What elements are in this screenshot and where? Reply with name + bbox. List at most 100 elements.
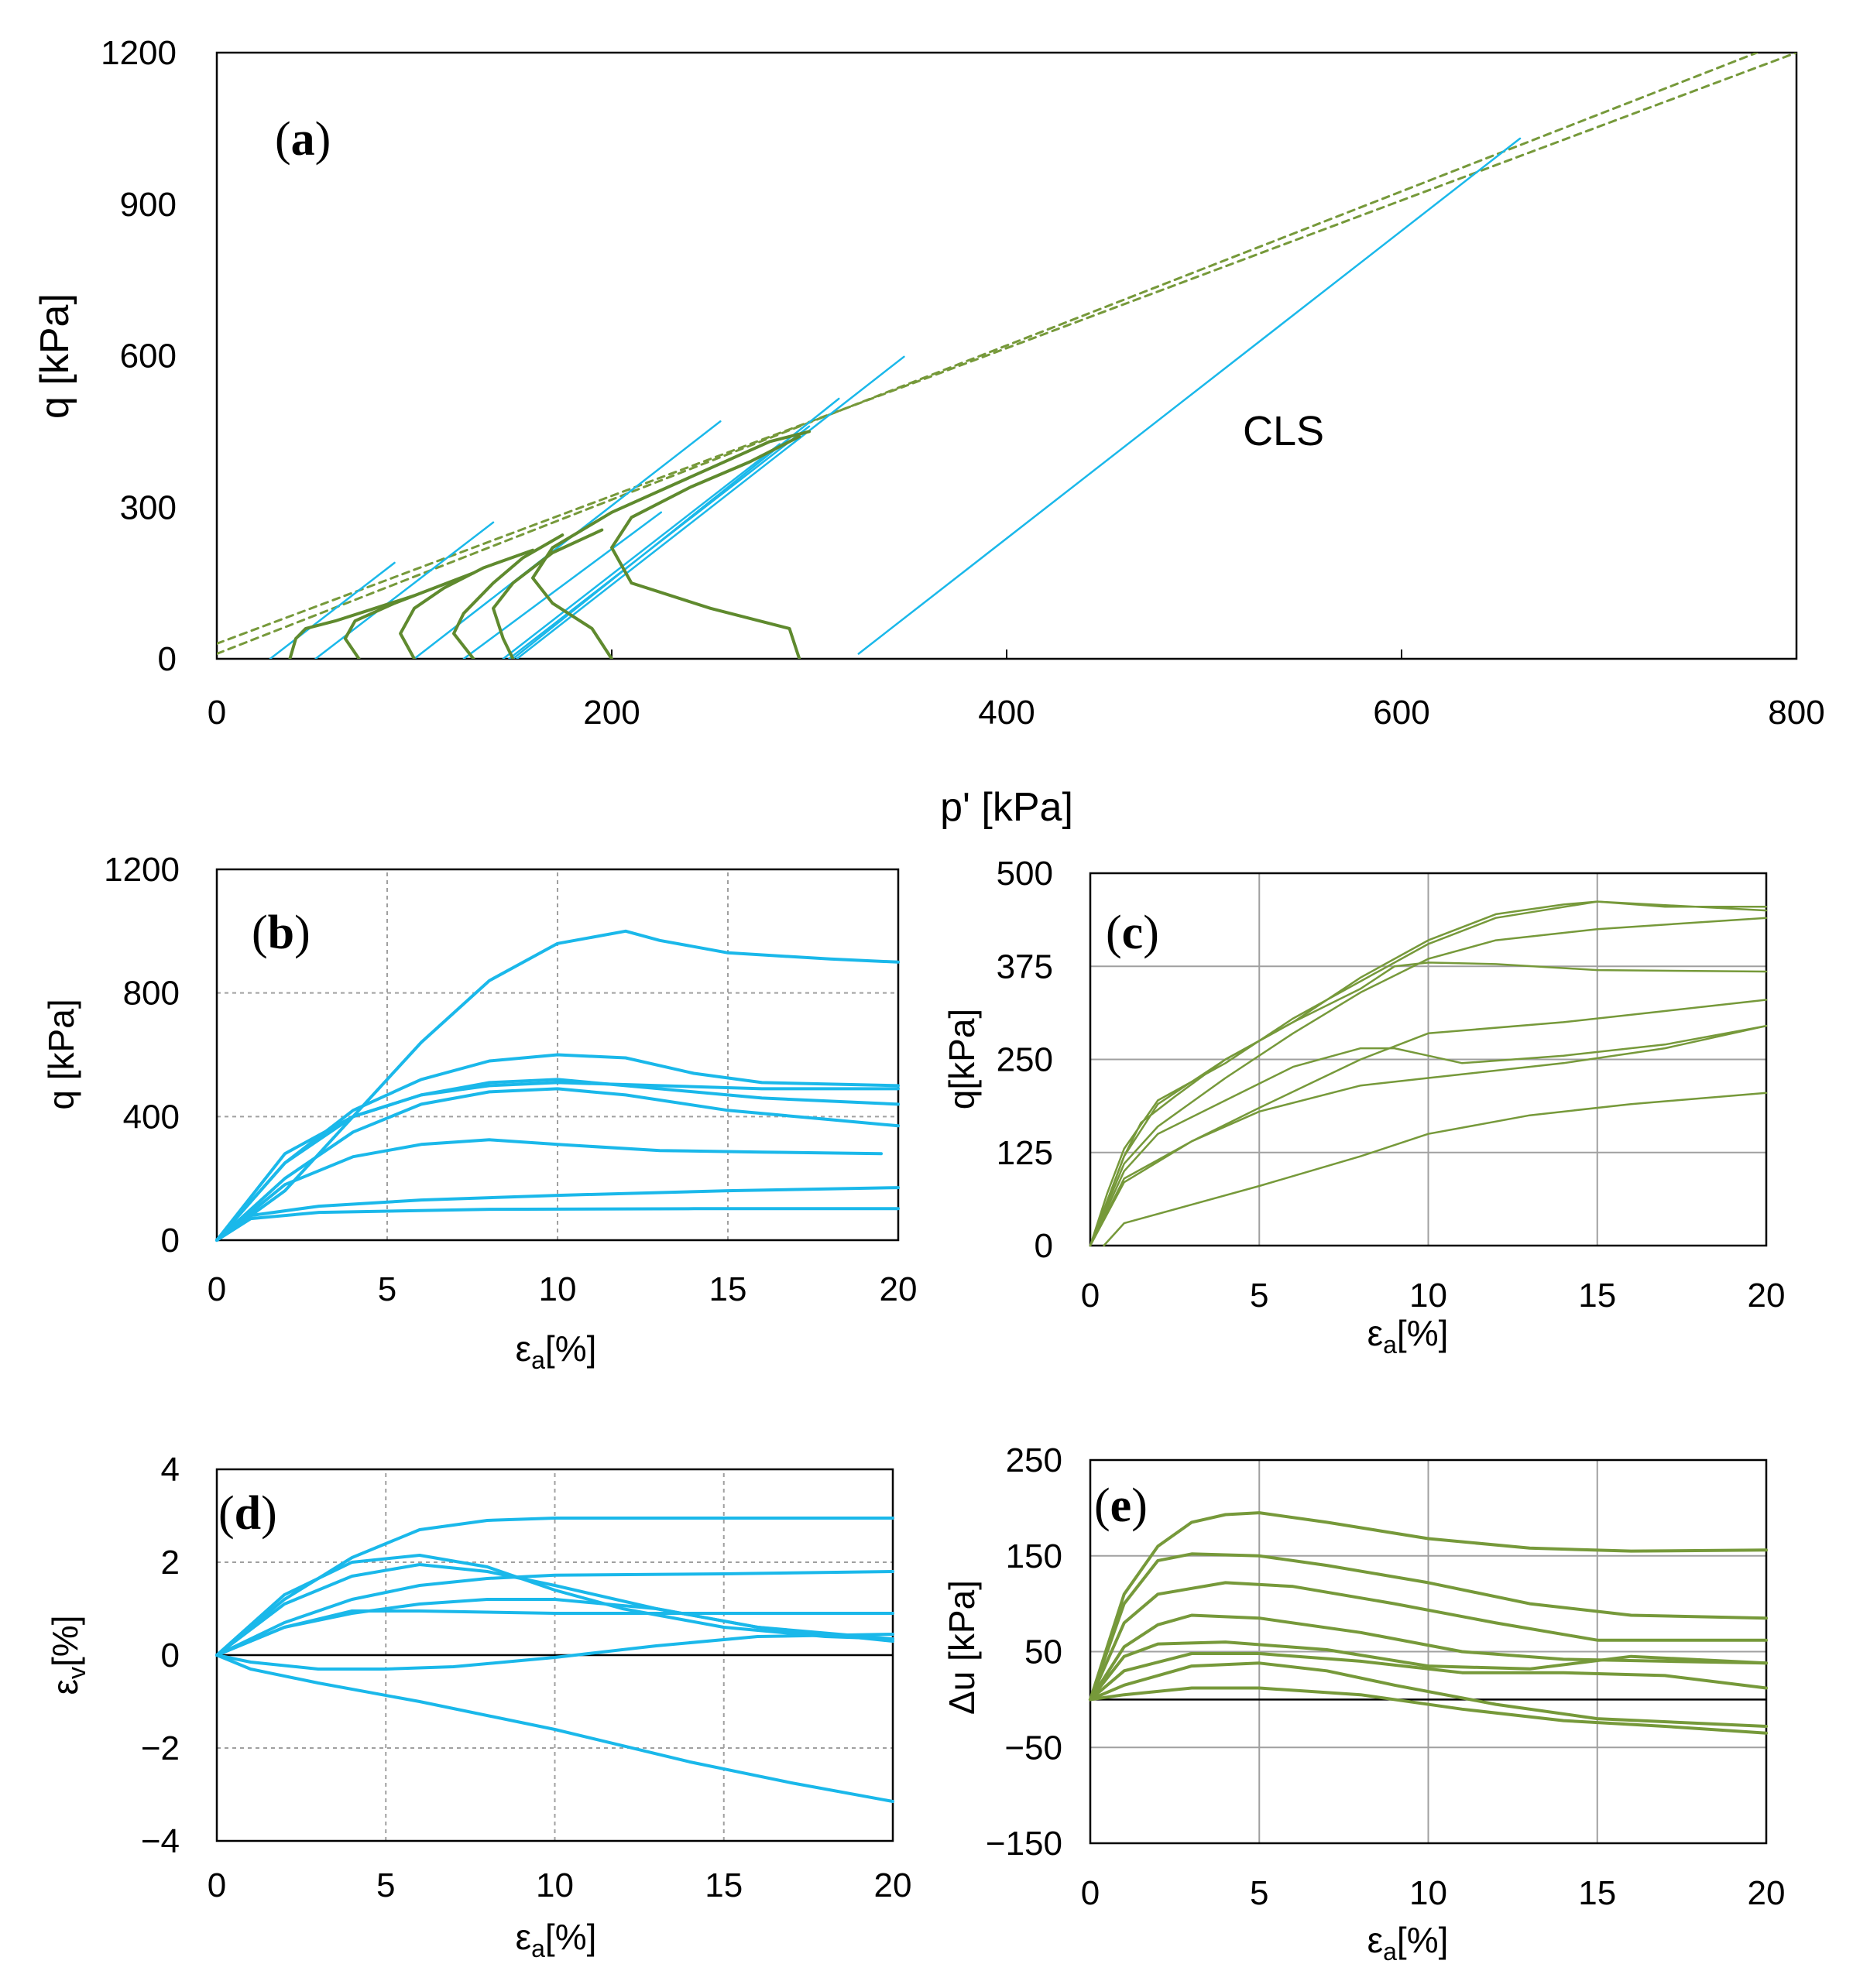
panel-e-series-e7 xyxy=(1089,1661,1768,1728)
panel-a-x-axis-label: p' [kPa] xyxy=(940,785,1073,830)
panel-a-ytick-label: 900 xyxy=(120,186,177,224)
panel-c-y-axis-label: q[kPa] xyxy=(942,1009,982,1109)
panel-e-ytick-label: 150 xyxy=(1006,1537,1062,1575)
panel-e-series-e1 xyxy=(1089,1511,1768,1702)
panel-b-xtick-label: 20 xyxy=(880,1270,918,1308)
undrained-stress-path-U4 xyxy=(452,533,564,659)
panel-e-xtick-label: 5 xyxy=(1250,1874,1268,1912)
undrained-stress-path-U5 xyxy=(492,528,604,659)
panel-b-ytick-label: 0 xyxy=(161,1222,180,1260)
panel-e-series-e3 xyxy=(1089,1581,1768,1702)
panel-c-series-c2 xyxy=(1089,900,1768,1247)
panel-b-plot-area xyxy=(215,868,900,1242)
panel-e-ytick-label: −50 xyxy=(1004,1729,1062,1767)
panel-b-ytick-label: 1200 xyxy=(104,851,180,889)
panel-b-series-b4 xyxy=(215,1078,900,1242)
panel-a-xtick-label: 200 xyxy=(583,694,640,732)
panel-b-x-axis-label: εa[%] xyxy=(516,1328,597,1374)
panel-c-series-c6 xyxy=(1089,1024,1768,1247)
panel-c-xtick-label: 5 xyxy=(1250,1277,1268,1314)
panel-a-xtick-label: 600 xyxy=(1373,694,1429,732)
panel-a-xtick-label: 800 xyxy=(1768,694,1824,732)
panel-e-xtick-label: 15 xyxy=(1578,1874,1616,1912)
panel-c-xtick-label: 20 xyxy=(1748,1277,1786,1314)
panel-e-ytick-label: −150 xyxy=(986,1825,1062,1863)
panel-e-plot-area xyxy=(1089,1458,1768,1845)
panel-d-series-d6 xyxy=(215,1609,894,1657)
panel-c-deviator-undrained: 0 5 10 15 20 0 125 250 375 500 (c) εa[%] q[kPa] xyxy=(942,855,1785,1359)
drained-stress-path-D1 xyxy=(269,561,396,659)
panel-d-xtick-label: 0 xyxy=(208,1866,226,1904)
panel-b-series-b3 xyxy=(215,1081,900,1242)
panel-d-ytick-label: 0 xyxy=(161,1637,180,1674)
drained-stress-path-D9 xyxy=(857,137,1522,655)
panel-b-series-b6 xyxy=(215,1138,883,1242)
panel-c-label: (c) xyxy=(1106,907,1159,959)
panel-c-series-c8 xyxy=(1103,1092,1768,1247)
panel-a-y-axis-label: q [kPa] xyxy=(33,293,77,419)
panel-e-ytick-label: 250 xyxy=(1006,1441,1062,1479)
panel-d-series-d8 xyxy=(215,1654,894,1803)
panel-a-ytick-label: 600 xyxy=(120,338,177,375)
panel-e-series-e8 xyxy=(1089,1686,1768,1735)
panel-b-ytick-label: 800 xyxy=(123,975,180,1013)
panel-c-xtick-label: 10 xyxy=(1409,1277,1447,1314)
panel-b-deviator-drained: 0 5 10 15 20 0 400 800 1200 (b) εa[%] q [kPa] xyxy=(41,851,917,1374)
panel-a-label: (a) xyxy=(275,113,331,166)
panel-c-ytick-label: 250 xyxy=(997,1041,1053,1079)
panel-e-ytick-label: 50 xyxy=(1024,1633,1062,1671)
panel-e-series-e2 xyxy=(1089,1552,1768,1702)
panel-c-x-axis-label: εa[%] xyxy=(1367,1313,1449,1359)
panel-a-stress-path: 0 200 400 600 800 0 300 600 900 1200 (a) CLS p' [… xyxy=(33,34,1825,830)
panel-a-ytick-label: 0 xyxy=(158,640,177,678)
panel-b-series-b1 xyxy=(215,929,900,1242)
panel-c-xtick-label: 15 xyxy=(1578,1277,1616,1314)
panel-d-label: (d) xyxy=(218,1487,277,1540)
panel-b-xtick-label: 5 xyxy=(378,1270,396,1308)
panel-e-series-e5 xyxy=(1089,1640,1768,1702)
panel-c-ytick-label: 500 xyxy=(997,855,1053,893)
panel-b-xtick-label: 0 xyxy=(208,1270,226,1308)
panel-d-ytick-label: 2 xyxy=(161,1544,180,1582)
undrained-stress-path-U7 xyxy=(610,434,801,659)
panel-d-series-d7 xyxy=(215,1633,894,1671)
panel-c-series-c3 xyxy=(1089,961,1768,1247)
panel-a-xtick-label: 0 xyxy=(208,694,226,732)
panel-c-xtick-label: 0 xyxy=(1081,1277,1100,1314)
panel-b-xtick-label: 15 xyxy=(709,1270,747,1308)
panel-d-xtick-label: 5 xyxy=(376,1866,395,1904)
panel-a-xtick-label: 400 xyxy=(978,694,1035,732)
panel-e-xtick-label: 10 xyxy=(1409,1874,1447,1912)
panel-b-label: (b) xyxy=(252,907,311,959)
panel-e-y-axis-label: Δu [kPa] xyxy=(942,1580,982,1715)
panel-e-series-e4 xyxy=(1089,1613,1768,1702)
drained-stress-path-D8 xyxy=(516,355,905,659)
critical-state-line xyxy=(217,53,1796,645)
undrained-stress-path-U2 xyxy=(343,571,475,659)
panel-d-ytick-label: −2 xyxy=(141,1729,180,1767)
panel-b-xtick-label: 10 xyxy=(539,1270,577,1308)
undrained-stress-path-U1 xyxy=(288,594,416,659)
panel-d-series-d1 xyxy=(215,1517,894,1657)
panel-c-series-c4 xyxy=(1089,917,1768,1247)
panel-b-y-axis-label: q [kPa] xyxy=(41,999,81,1109)
undrained-stress-path-U3 xyxy=(399,548,534,659)
panel-b-series-b5 xyxy=(215,1087,900,1242)
panel-d-x-axis-label: εa[%] xyxy=(516,1917,597,1962)
panel-d-xtick-label: 20 xyxy=(874,1866,912,1904)
panel-c-plot-area xyxy=(1089,872,1768,1247)
panel-d-ytick-label: −4 xyxy=(141,1822,180,1860)
panel-c-series-c5 xyxy=(1089,1024,1768,1247)
panel-c-ytick-label: 0 xyxy=(1035,1227,1053,1265)
panel-e-pore-pressure: 0 5 10 15 20 −150 −50 50 150 250 (e) εa[%] Δu [kP… xyxy=(942,1441,1785,1966)
panel-e-label: (e) xyxy=(1094,1479,1148,1532)
panel-b-series-b8 xyxy=(215,1207,900,1242)
panel-b-ytick-label: 400 xyxy=(123,1098,180,1136)
panel-d-y-axis-label: εv[%] xyxy=(45,1616,91,1695)
panel-d-series-d4 xyxy=(215,1570,894,1657)
panel-d-xtick-label: 15 xyxy=(705,1866,743,1904)
drained-stress-path-D5 xyxy=(502,443,781,659)
panel-a-ytick-label: 1200 xyxy=(101,34,177,72)
panel-c-series-c7 xyxy=(1089,999,1768,1247)
